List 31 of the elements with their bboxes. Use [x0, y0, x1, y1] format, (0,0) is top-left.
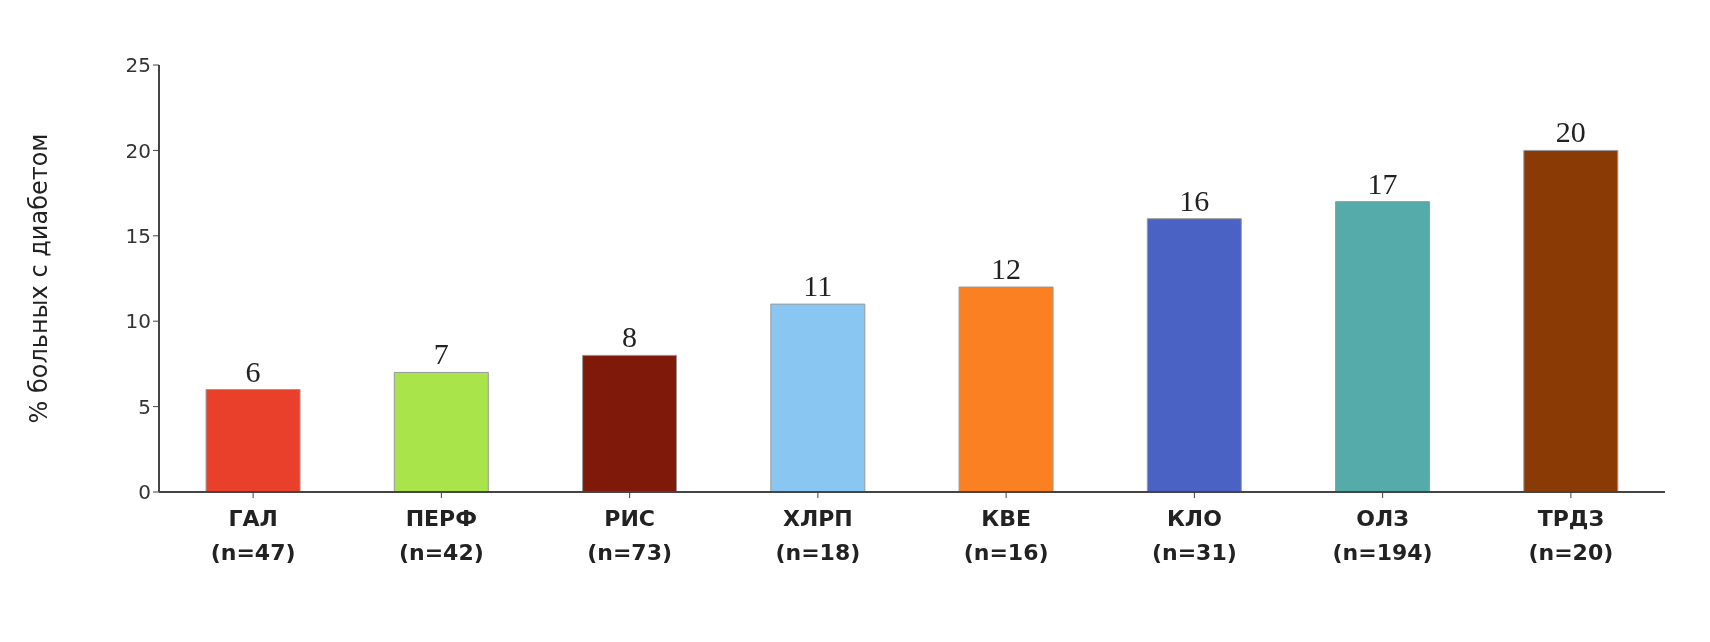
x-tick-label: ОЛЗ (n=194)	[1332, 506, 1433, 565]
bar	[770, 303, 866, 492]
y-tick-label: 15	[125, 223, 151, 248]
data-label: 20	[1555, 115, 1586, 149]
x-tick-label: ХЛРП (n=18)	[775, 506, 861, 565]
x-tick-label: ТРДЗ (n=20)	[1528, 506, 1614, 565]
data-label: 7	[433, 337, 449, 371]
bar	[958, 286, 1054, 492]
data-label: 16	[1179, 183, 1210, 217]
y-tick-label: 10	[125, 309, 151, 334]
data-label: 8	[622, 320, 638, 354]
bar	[1146, 218, 1242, 492]
bar	[205, 389, 301, 492]
data-label: 6	[245, 354, 261, 388]
y-tick-label: 25	[125, 53, 151, 78]
x-tick-label: ГАЛ (n=47)	[210, 506, 296, 565]
bar	[582, 354, 678, 492]
x-tick-label: КЛО (n=31)	[1151, 506, 1237, 565]
data-label: 12	[991, 252, 1022, 286]
bar	[1335, 201, 1431, 492]
data-label: 17	[1367, 166, 1398, 200]
bar	[393, 371, 489, 492]
x-tick-label: ПЕРФ (n=42)	[398, 506, 484, 565]
y-tick-label: 20	[125, 138, 151, 163]
y-tick-label: 5	[138, 394, 151, 419]
bar	[1523, 149, 1619, 492]
y-tick-label: 0	[138, 480, 151, 505]
data-label: 11	[803, 269, 833, 303]
x-tick-label: РИС (n=73)	[587, 506, 673, 565]
y-axis-title: % больных с диабетом	[24, 133, 53, 424]
x-tick-label: КВЕ (n=16)	[963, 506, 1049, 565]
